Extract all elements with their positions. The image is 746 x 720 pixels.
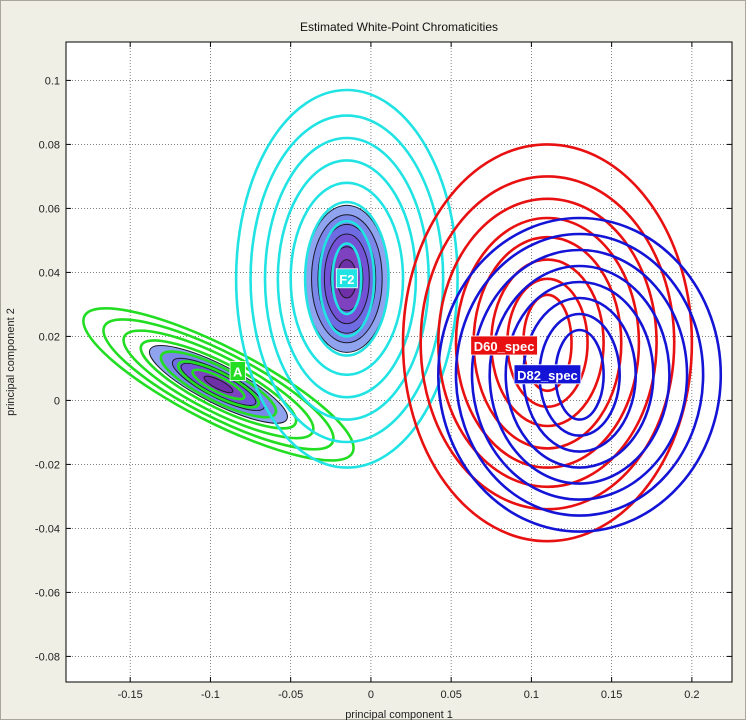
contour-ring-d60-spec bbox=[401, 143, 694, 543]
series-label-text: D82_spec bbox=[517, 368, 578, 383]
filled-contour-a bbox=[203, 375, 234, 394]
series-label-a: A bbox=[229, 361, 246, 382]
x-tick-label: 0.15 bbox=[601, 689, 622, 701]
contour-ring-a bbox=[82, 307, 355, 462]
contour-ring-f2 bbox=[303, 200, 390, 357]
contour-ring-f2 bbox=[234, 88, 459, 469]
contour-ring-f2 bbox=[331, 242, 363, 316]
contour-ring-f2 bbox=[289, 181, 405, 377]
x-tick-label: 0.2 bbox=[684, 689, 699, 701]
x-tick-label: 0.1 bbox=[524, 689, 539, 701]
x-tick-label: -0.05 bbox=[278, 689, 303, 701]
series-label-box bbox=[229, 361, 246, 382]
x-tick-label: -0.1 bbox=[201, 689, 220, 701]
x-tick-label: 0 bbox=[368, 689, 374, 701]
y-tick-label: 0.06 bbox=[39, 203, 60, 215]
contour-ring-a bbox=[176, 360, 261, 409]
contour-ring-d82-spec bbox=[504, 280, 655, 469]
y-tick-label: -0.04 bbox=[35, 523, 60, 535]
axis-ticks: -0.15 -0.1 -0.05 0 0.05 0.1 0.15 0.2 -0.08 -0.06 -… bbox=[35, 42, 732, 701]
series-label-box bbox=[470, 335, 538, 356]
y-tick-label: 0.04 bbox=[39, 267, 60, 279]
series-label-box bbox=[335, 268, 358, 289]
contour-ring-d60-spec bbox=[437, 197, 658, 489]
x-tick-label: -0.15 bbox=[118, 689, 143, 701]
contour-ring-f2 bbox=[249, 114, 445, 444]
series-label-text: A bbox=[233, 365, 243, 380]
contour-ring-a bbox=[159, 350, 278, 419]
contour-rings bbox=[82, 88, 723, 543]
contour-ring-f2 bbox=[263, 136, 430, 421]
y-tick-label: -0.06 bbox=[35, 587, 60, 599]
contour-ring-d82-spec bbox=[454, 232, 705, 517]
contour-ring-f2 bbox=[318, 219, 376, 338]
contour-ring-d82-spec bbox=[437, 216, 723, 533]
y-tick-label: 0.08 bbox=[39, 139, 60, 151]
x-tick-label: 0.05 bbox=[440, 689, 461, 701]
series-label-box bbox=[513, 364, 582, 385]
y-axis-label: principal component 2 bbox=[5, 308, 17, 416]
contour-ring-a bbox=[139, 339, 298, 430]
series-label-f2: F2 bbox=[335, 268, 358, 289]
series-label-d82-spec: D82_spec bbox=[513, 364, 582, 385]
y-tick-label: -0.08 bbox=[35, 651, 60, 663]
contour-ring-f2 bbox=[276, 159, 418, 399]
contour-ring-a bbox=[191, 368, 246, 401]
series-label-text: D60_spec bbox=[474, 339, 535, 354]
series-label-text: F2 bbox=[339, 272, 354, 287]
contour-ring-d60-spec bbox=[454, 216, 641, 469]
y-tick-label: 0.1 bbox=[45, 75, 60, 87]
y-tick-label: -0.02 bbox=[35, 459, 60, 471]
y-tick-label: 0 bbox=[54, 395, 60, 407]
contour-ring-d60-spec bbox=[419, 175, 676, 511]
contour-ring-d82-spec bbox=[488, 264, 671, 485]
y-tick-label: 0.02 bbox=[39, 331, 60, 343]
series-label-d60-spec: D60_spec bbox=[470, 335, 538, 356]
series-labels: A F2 D60_spec D82_spec bbox=[229, 268, 582, 385]
x-axis-label: principal component 1 bbox=[345, 709, 453, 720]
chart-title: Estimated White-Point Chromaticities bbox=[299, 20, 499, 34]
contour-ring-a bbox=[102, 318, 335, 451]
contour-ring-d82-spec bbox=[470, 248, 689, 501]
